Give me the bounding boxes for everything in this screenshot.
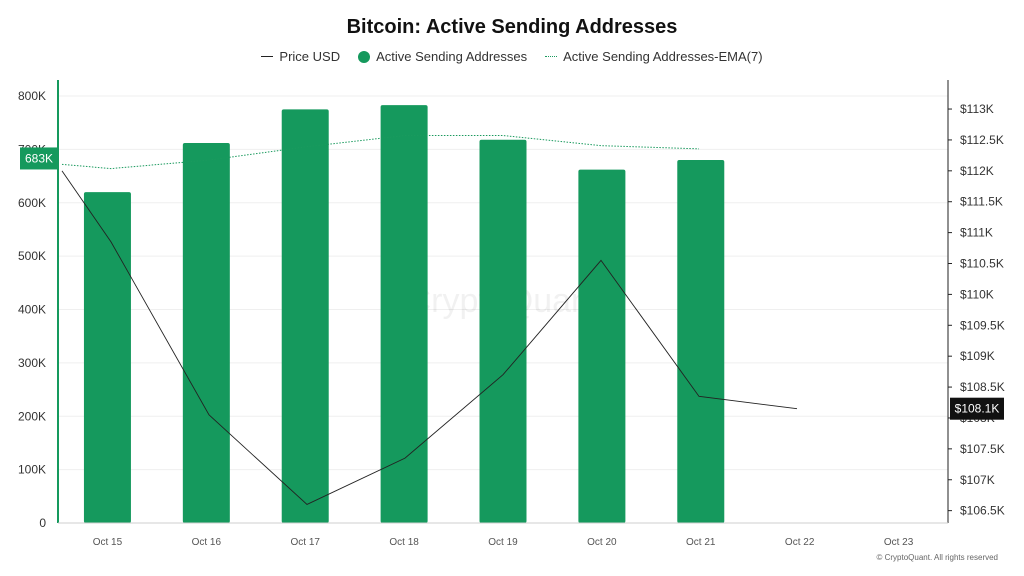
right-tick-label: $110.5K [960, 257, 1004, 271]
legend-dotted-swatch [545, 56, 558, 57]
bar [578, 169, 626, 523]
right-tick-label: $107K [960, 473, 995, 487]
legend-item-price[interactable]: Price USD [261, 49, 340, 64]
legend-line-swatch [261, 56, 274, 57]
left-value-badge [20, 147, 58, 170]
chart-legend: Price USD Active Sending Addresses Activ… [0, 49, 1024, 64]
ema-series [61, 135, 700, 170]
right-tick-label: $112K [960, 164, 994, 178]
left-tick-label: 200K [18, 409, 46, 423]
left-tick-label: 400K [18, 303, 46, 317]
left-tick-label: 800K [18, 89, 46, 103]
right-tick-label: $112.5K [960, 133, 1004, 147]
left-tick-label: 100K [18, 463, 46, 477]
right-tick-label: $107.5K [960, 442, 1005, 456]
legend-label-ema: Active Sending Addresses-EMA(7) [563, 49, 763, 64]
bar-series [83, 105, 725, 524]
x-tick-label: Oct 16 [192, 537, 222, 548]
x-tick-label: Oct 15 [93, 537, 123, 548]
right-tick-label: $109.5K [960, 318, 1005, 332]
right-tick-label: $110K [960, 287, 994, 301]
right-tick-label: $106.5K [960, 504, 1005, 518]
x-tick-label: Oct 19 [488, 537, 518, 548]
x-tick-label: Oct 17 [290, 537, 320, 548]
x-tick-label: Oct 23 [884, 537, 914, 548]
right-tick-label: $108.5K [960, 380, 1005, 394]
bar [83, 192, 131, 523]
footer-credit: © CryptoQuant. All rights reserved [876, 553, 999, 562]
x-tick-label: Oct 22 [785, 537, 815, 548]
legend-label-active-addresses: Active Sending Addresses [376, 49, 528, 64]
right-tick-label: $111.5K [960, 195, 1003, 209]
ema-line [61, 135, 700, 170]
chart-title: Bitcoin: Active Sending Addresses [346, 16, 678, 38]
right-tick-label: $113K [960, 102, 994, 116]
price-line [61, 170, 798, 505]
right-tick-label: $111K [960, 226, 993, 240]
left-tick-label: 500K [18, 249, 46, 263]
x-tick-label: Oct 18 [389, 537, 419, 548]
legend-dot-swatch [358, 50, 371, 63]
bar [677, 160, 725, 523]
left-tick-label: 0 [39, 516, 46, 530]
value-badges: 683K $108.1K [20, 147, 1004, 420]
bar [281, 109, 329, 524]
left-tick-label: 300K [18, 356, 46, 370]
bar [479, 139, 527, 523]
legend-item-ema[interactable]: Active Sending Addresses-EMA(7) [545, 49, 763, 64]
legend-label-price: Price USD [279, 49, 341, 64]
legend-item-active-addresses[interactable]: Active Sending Addresses [358, 49, 527, 64]
x-axis-ticks: Oct 15 Oct 16 Oct 17 Oct 18 Oct 19 Oct 20 Oct … [93, 537, 914, 548]
right-value-badge-label: $108.1K [955, 402, 1000, 416]
right-value-badge [950, 397, 1004, 420]
bar [182, 142, 230, 524]
x-tick-label: Oct 20 [587, 537, 617, 548]
bar [380, 105, 428, 523]
left-tick-label: 600K [18, 196, 46, 210]
left-value-badge-label: 683K [25, 151, 53, 165]
right-tick-label: $109K [960, 349, 995, 363]
x-tick-label: Oct 21 [686, 537, 716, 548]
price-series [61, 170, 798, 505]
right-axis-ticks: $106.5K$107K$107.5K$108K$108.5K$109K$109… [948, 102, 1005, 518]
